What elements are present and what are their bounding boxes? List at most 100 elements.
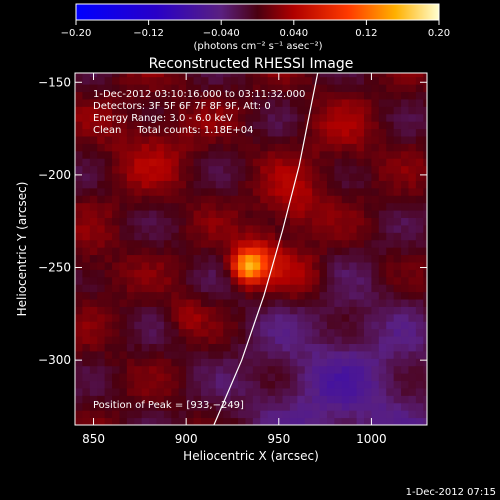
heatmap-cell — [75, 276, 83, 285]
heatmap-cell — [223, 247, 232, 256]
heatmap-cell — [126, 76, 135, 85]
heatmap-cell — [126, 254, 135, 263]
heatmap-cell — [297, 254, 306, 263]
heatmap-cell — [75, 358, 83, 367]
heatmap-cell — [126, 135, 135, 144]
heatmap-cell — [238, 313, 246, 322]
heatmap-cell — [289, 313, 298, 322]
heatmap-cell — [119, 313, 128, 322]
heatmap-cell — [200, 387, 209, 396]
heatmap-cell — [82, 410, 91, 419]
annotation-energy-range: Energy Range: 3.0 - 6.0 keV — [93, 113, 233, 124]
heatmap-cell — [267, 224, 276, 233]
heatmap-cell — [97, 417, 106, 425]
heatmap-cell — [401, 343, 409, 352]
heatmap-cell — [289, 387, 298, 396]
heatmap-cell — [252, 195, 261, 204]
heatmap-cell — [163, 128, 172, 137]
heatmap-cell — [289, 98, 298, 107]
heatmap-cell — [171, 254, 180, 263]
heatmap-cell — [371, 84, 380, 93]
heatmap-cell — [215, 328, 224, 337]
heatmap-cell — [149, 321, 158, 330]
heatmap-cell — [245, 217, 254, 226]
heatmap-cell — [112, 313, 120, 322]
heatmap-cell — [356, 150, 365, 159]
heatmap-cell — [423, 291, 427, 300]
heatmap-cell — [134, 350, 143, 359]
heatmap-cell — [230, 98, 239, 107]
colorbar-gradient — [75, 3, 440, 21]
heatmap-cell — [230, 180, 239, 189]
heatmap-cell — [349, 336, 358, 344]
heatmap-cell — [163, 373, 172, 382]
heatmap-cell — [378, 306, 387, 315]
heatmap-cell — [312, 165, 321, 174]
heatmap-cell — [186, 306, 195, 315]
heatmap-cell — [349, 284, 358, 293]
heatmap-cell — [134, 224, 143, 233]
heatmap-cell — [356, 343, 365, 352]
heatmap-cell — [393, 91, 402, 100]
heatmap-cell — [245, 291, 254, 300]
heatmap-cell — [334, 128, 343, 137]
heatmap-cell — [356, 128, 365, 137]
heatmap-cell — [319, 91, 328, 100]
heatmap-cell — [282, 306, 291, 315]
heatmap-cell — [156, 261, 165, 270]
heatmap-cell — [252, 402, 261, 411]
heatmap-cell — [356, 180, 365, 189]
heatmap-cell — [223, 239, 232, 248]
heatmap-cell — [356, 143, 365, 152]
heatmap-cell — [282, 239, 291, 248]
heatmap-cell — [163, 121, 172, 130]
heatmap-cell — [364, 217, 372, 226]
heatmap-cell — [423, 306, 427, 315]
heatmap-cell — [200, 276, 209, 285]
heatmap-cell — [267, 232, 276, 241]
heatmap-cell — [104, 402, 113, 411]
heatmap-cell — [319, 313, 328, 322]
heatmap-cell — [312, 195, 321, 204]
heatmap-cell — [186, 299, 195, 307]
heatmap-cell — [326, 410, 335, 419]
heatmap-cell — [289, 106, 298, 115]
heatmap-cell — [186, 232, 195, 241]
heatmap-cell — [141, 84, 150, 93]
heatmap-cell — [297, 202, 306, 211]
heatmap-cell — [297, 336, 306, 344]
heatmap-cell — [208, 113, 217, 122]
heatmap-cell — [200, 173, 209, 181]
x-tick-label: 850 — [82, 432, 105, 446]
heatmap-cell — [312, 180, 321, 189]
heatmap-cell — [186, 247, 195, 256]
heatmap-cell — [386, 121, 395, 130]
heatmap-cell — [267, 269, 276, 278]
heatmap-cell — [252, 276, 261, 285]
heatmap-cell — [304, 232, 313, 241]
heatmap-cell — [275, 158, 283, 167]
heatmap-cell — [75, 224, 83, 233]
heatmap-cell — [312, 217, 321, 226]
heatmap-cell — [104, 73, 113, 78]
heatmap-cell — [319, 173, 328, 181]
heatmap-cell — [334, 73, 343, 78]
heatmap-cell — [215, 269, 224, 278]
heatmap-cell — [260, 358, 269, 367]
heatmap-cell — [289, 291, 298, 300]
heatmap-cell — [326, 165, 335, 174]
heatmap-cell — [326, 113, 335, 122]
heatmap-cell — [178, 98, 187, 107]
heatmap-cell — [163, 387, 172, 396]
heatmap-cell — [230, 365, 239, 374]
heatmap-cell — [126, 98, 135, 107]
heatmap-cell — [423, 150, 427, 159]
heatmap-cell — [82, 313, 91, 322]
heatmap-cell — [178, 276, 187, 285]
heatmap-cell — [252, 417, 261, 425]
heatmap-cell — [401, 387, 409, 396]
heatmap-cell — [149, 113, 158, 122]
heatmap-cell — [393, 121, 402, 130]
heatmap-cell — [260, 254, 269, 263]
heatmap-cell — [326, 128, 335, 137]
